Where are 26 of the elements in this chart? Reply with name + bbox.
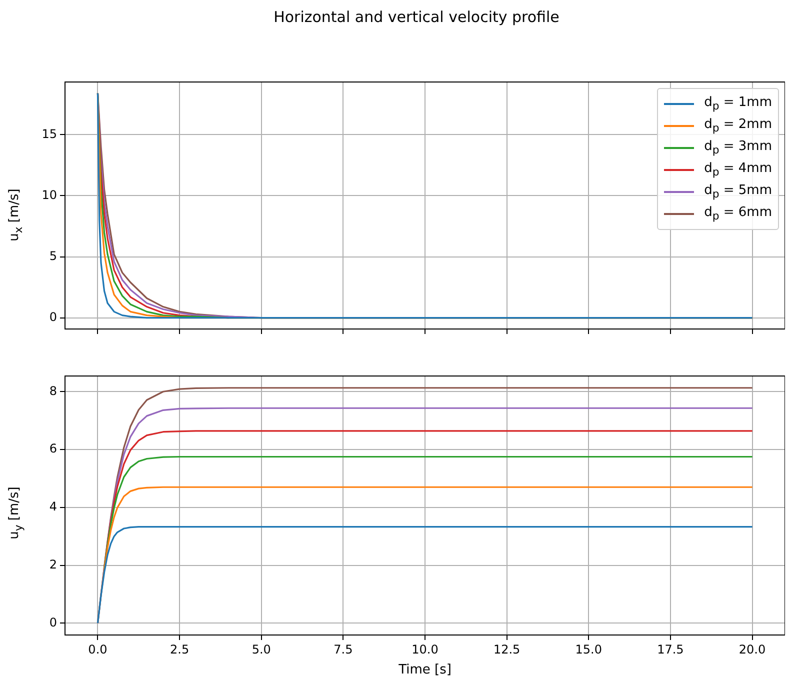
chart-title: Horizontal and vertical velocity profile — [272, 8, 560, 28]
x-tick-label: 5.0 — [252, 642, 271, 656]
y-tick-label: 5 — [49, 248, 57, 263]
y-tick-label: 4 — [49, 500, 57, 514]
legend-label: d$_{p}$ = 3mm — [704, 139, 772, 157]
y-tick-label: 0 — [49, 615, 57, 630]
x-tick-label: 0.0 — [88, 642, 108, 656]
x-tick-label: 15.0 — [575, 642, 602, 656]
x-tick-label: 12.5 — [493, 642, 520, 656]
y-tick-label: 10 — [42, 188, 57, 202]
y-tick-label: 6 — [49, 442, 57, 456]
legend-label: d$_{p}$ = 4mm — [704, 161, 772, 179]
x-tick-label: 10.0 — [412, 642, 438, 656]
x-tick-label: 7.5 — [334, 642, 353, 656]
x-tick-label: 17.5 — [657, 642, 684, 656]
y-tick-label: 0 — [49, 310, 57, 324]
x-tick-label: 2.5 — [170, 642, 190, 656]
legend-label: d$_{p}$ = 2mm — [704, 117, 772, 135]
y-tick-label: 15 — [42, 126, 57, 141]
y-tick-label: 2 — [49, 557, 57, 572]
y-tick-label: 8 — [49, 384, 57, 398]
legend-label: d$_{p}$ = 5mm — [704, 183, 772, 201]
legend-label: d$_{p}$ = 1mm — [704, 95, 772, 113]
legend-label: d$_{p}$ = 6mm — [704, 205, 772, 223]
x-axis-title: Time [s] — [398, 662, 452, 678]
x-tick-label: 20.0 — [738, 642, 766, 656]
